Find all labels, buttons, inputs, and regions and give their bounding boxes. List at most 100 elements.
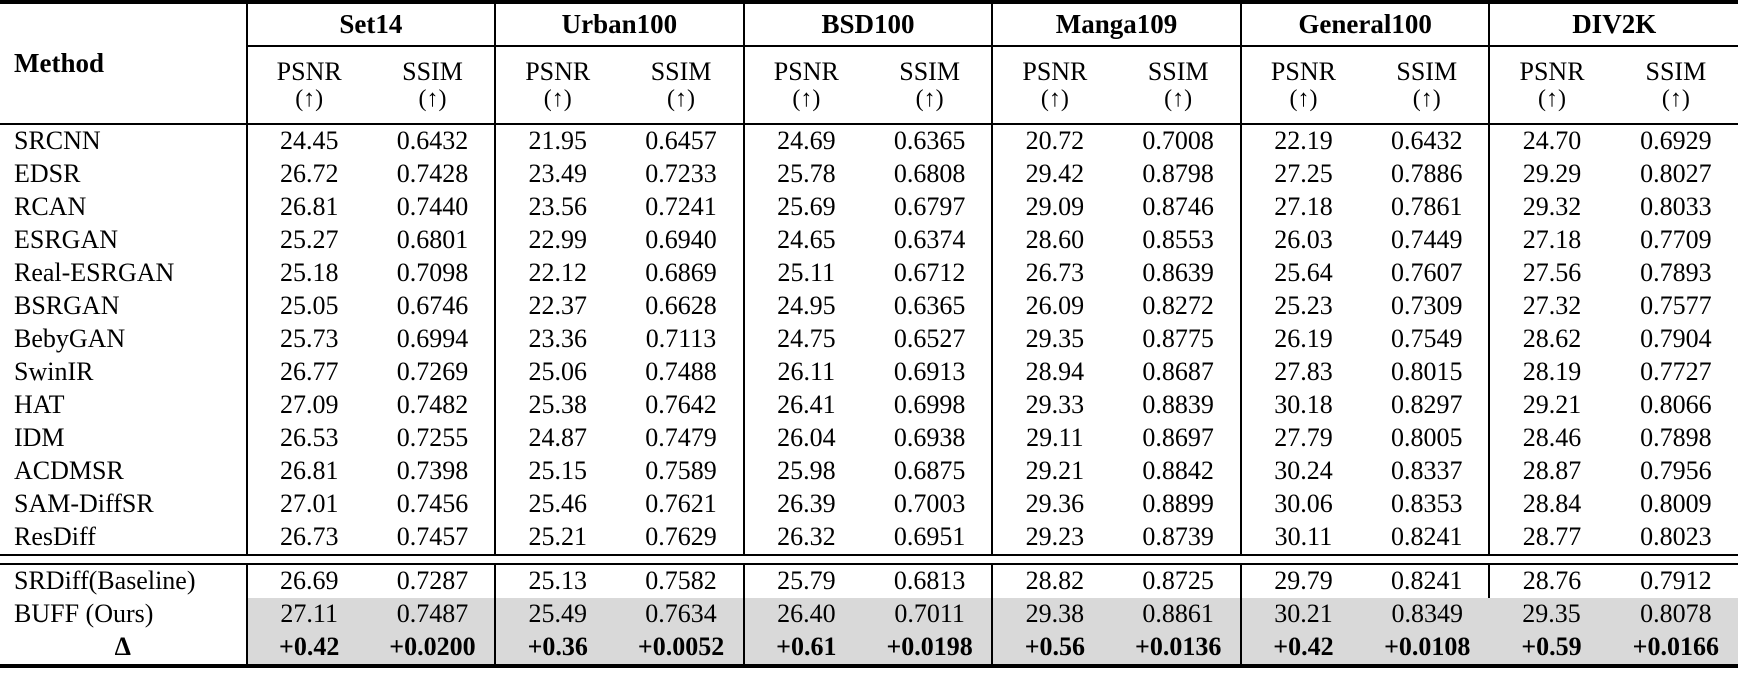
cell-edsr-div2k-psnr: 29.29: [1488, 158, 1614, 191]
table-row-rcan: RCAN 26.81 0.7440 23.56 0.7241 25.69 0.6797 29.…: [0, 191, 1738, 224]
cell-bebygan-bsd100-psnr: 24.75: [742, 323, 868, 356]
cell-idm-bsd100-psnr: 26.04: [742, 422, 868, 455]
cell-rcan-set14-ssim: 0.7440: [396, 192, 469, 222]
cell-srcnn-div2k-psnr: 24.70: [1488, 124, 1614, 158]
method-name-cell: ResDiff: [14, 522, 96, 552]
cell-srcnn-urban100-psnr: 21.95: [494, 124, 620, 158]
cell-swinir-bsd100-psnr: 26.11: [742, 356, 868, 389]
cell-resdiff-div2k-psnr: 28.77: [1488, 521, 1614, 555]
cell-real-esrgan-bsd100-psnr: 25.11: [742, 257, 868, 290]
cell-buff-ours-general100-ssim: 0.8349: [1365, 598, 1490, 631]
double-rule: [0, 554, 1738, 565]
cell-bebygan-general100-ssim: 0.7549: [1390, 324, 1463, 354]
cell-idm-div2k-ssim: 0.7898: [1640, 423, 1712, 453]
cell-resdiff-manga109-ssim: 0.8739: [1142, 522, 1214, 552]
metric-label: PSNR: [1022, 56, 1088, 86]
metric-label: PSNR: [525, 56, 591, 86]
cell-srcnn-general100-ssim: 0.6432: [1390, 126, 1463, 156]
cell-idm-bsd100-ssim: 0.6938: [893, 423, 966, 453]
cell-acdmsr-div2k-ssim: 0.7956: [1640, 456, 1712, 486]
higher-is-better-arrow: (↑): [1412, 86, 1441, 113]
metric-header-bsd100-ssim: SSIM (↑): [867, 46, 993, 125]
cell-esrgan-bsd100-psnr: 24.65: [742, 224, 868, 257]
cell-resdiff-urban100-psnr: 25.21: [494, 521, 620, 555]
cell--bsd100-ssim: +0.0198: [867, 631, 993, 666]
cell-esrgan-urban100-psnr: 22.99: [494, 224, 620, 257]
dataset-header-bsd100: BSD100: [742, 2, 993, 47]
cell--general100-psnr: +0.42: [1239, 631, 1366, 666]
cell-hat-set14-ssim: 0.7482: [396, 390, 469, 420]
cell-esrgan-bsd100-ssim: 0.6374: [893, 225, 966, 255]
cell-esrgan-div2k-ssim: 0.7709: [1640, 225, 1712, 255]
cell-esrgan-manga109-psnr: 28.60: [991, 224, 1117, 257]
cell--bsd100-psnr: +0.61: [742, 631, 868, 666]
metric-header-manga109-ssim: SSIM (↑): [1116, 46, 1241, 125]
cell-acdmsr-general100-psnr: 30.24: [1239, 455, 1366, 488]
table-row-acdmsr: ACDMSR 26.81 0.7398 25.15 0.7589 25.98 0.6875 2…: [0, 455, 1738, 488]
cell-rcan-manga109-ssim: 0.8746: [1142, 192, 1214, 222]
table-row-srcnn: SRCNN 24.45 0.6432 21.95 0.6457 24.69 0.6365 20…: [0, 124, 1738, 158]
cell-real-esrgan-div2k-psnr: 27.56: [1488, 257, 1614, 290]
cell-buff-ours-bsd100-psnr: 26.40: [742, 598, 868, 631]
cell-rcan-general100-psnr: 27.18: [1239, 191, 1366, 224]
cell-sam-diffsr-general100-ssim: 0.8353: [1390, 489, 1463, 519]
table-row-buff-ours: BUFF (Ours) 27.11 0.7487 25.49 0.7634 26.40 0.…: [0, 598, 1738, 631]
cell-bebygan-urban100-psnr: 23.36: [494, 323, 620, 356]
table-row-sam-diffsr: SAM-DiffSR 27.01 0.7456 25.46 0.7621 26.39 0.7…: [0, 488, 1738, 521]
cell-esrgan-general100-psnr: 26.03: [1239, 224, 1366, 257]
cell-idm-manga109-ssim: 0.8697: [1142, 423, 1214, 453]
higher-is-better-arrow: (↑): [1289, 86, 1318, 113]
cell-resdiff-bsd100-psnr: 26.32: [742, 521, 868, 555]
cell--manga109-psnr: +0.56: [991, 631, 1117, 666]
cell-idm-general100-ssim: 0.8005: [1390, 423, 1463, 453]
metric-label: SSIM: [402, 56, 463, 86]
method-name-cell: BUFF (Ours): [14, 599, 154, 629]
cell--set14-psnr: +0.42: [245, 631, 371, 666]
cell-srdiff-baseline-bsd100-ssim: 0.6813: [893, 566, 966, 596]
cell-idm-general100-psnr: 27.79: [1239, 422, 1366, 455]
cell-resdiff-bsd100-ssim: 0.6951: [893, 522, 966, 552]
cell-sam-diffsr-bsd100-ssim: 0.7003: [893, 489, 966, 519]
metric-label: PSNR: [276, 56, 342, 86]
cell--set14-ssim: +0.0200: [370, 631, 496, 666]
cell-esrgan-div2k-psnr: 27.18: [1488, 224, 1614, 257]
metric-label: PSNR: [1270, 56, 1336, 86]
cell-esrgan-general100-ssim: 0.7449: [1390, 225, 1463, 255]
cell-real-esrgan-set14-psnr: 25.18: [245, 257, 371, 290]
method-name-cell: SRCNN: [14, 126, 101, 156]
cell-hat-bsd100-ssim: 0.6998: [893, 390, 966, 420]
table-row-swinir: SwinIR 26.77 0.7269 25.06 0.7488 26.11 0.6913 2…: [0, 356, 1738, 389]
cell-edsr-urban100-psnr: 23.49: [494, 158, 620, 191]
cell-real-esrgan-manga109-psnr: 26.73: [991, 257, 1117, 290]
cell-bsrgan-set14-ssim: 0.6746: [396, 291, 469, 321]
method-name-cell: IDM: [14, 423, 65, 453]
cell-bsrgan-general100-psnr: 25.23: [1239, 290, 1366, 323]
higher-is-better-arrow: (↑): [418, 86, 447, 113]
higher-is-better-arrow: (↑): [667, 86, 696, 113]
cell--general100-ssim: +0.0108: [1365, 631, 1490, 666]
cell-acdmsr-bsd100-ssim: 0.6875: [893, 456, 966, 486]
cell-real-esrgan-bsd100-ssim: 0.6712: [893, 258, 966, 288]
cell-rcan-general100-ssim: 0.7861: [1390, 192, 1463, 222]
cell-edsr-urban100-ssim: 0.7233: [645, 159, 717, 189]
method-name-cell: BebyGAN: [14, 324, 126, 354]
metric-header-manga109-psnr: PSNR (↑): [991, 46, 1117, 125]
higher-is-better-arrow: (↑): [1538, 86, 1567, 113]
cell-hat-general100-ssim: 0.8297: [1390, 390, 1463, 420]
cell-srcnn-bsd100-psnr: 24.69: [742, 124, 868, 158]
higher-is-better-arrow: (↑): [295, 86, 324, 113]
cell-buff-ours-urban100-psnr: 25.49: [494, 598, 620, 631]
cell-acdmsr-set14-ssim: 0.7398: [396, 456, 469, 486]
cell-buff-ours-manga109-psnr: 29.38: [991, 598, 1117, 631]
metric-header-bsd100-psnr: PSNR (↑): [742, 46, 868, 125]
metric-header-set14-ssim: SSIM (↑): [370, 46, 496, 125]
cell-bebygan-set14-ssim: 0.6994: [396, 324, 469, 354]
higher-is-better-arrow: (↑): [543, 86, 572, 113]
higher-is-better-arrow: (↑): [1164, 86, 1193, 113]
cell-srcnn-manga109-ssim: 0.7008: [1142, 126, 1214, 156]
cell--urban100-ssim: +0.0052: [619, 631, 744, 666]
cell-bebygan-urban100-ssim: 0.7113: [645, 324, 717, 354]
cell-resdiff-urban100-ssim: 0.7629: [645, 522, 717, 552]
metric-label: SSIM: [1645, 56, 1707, 86]
higher-is-better-arrow: (↑): [1040, 86, 1069, 113]
